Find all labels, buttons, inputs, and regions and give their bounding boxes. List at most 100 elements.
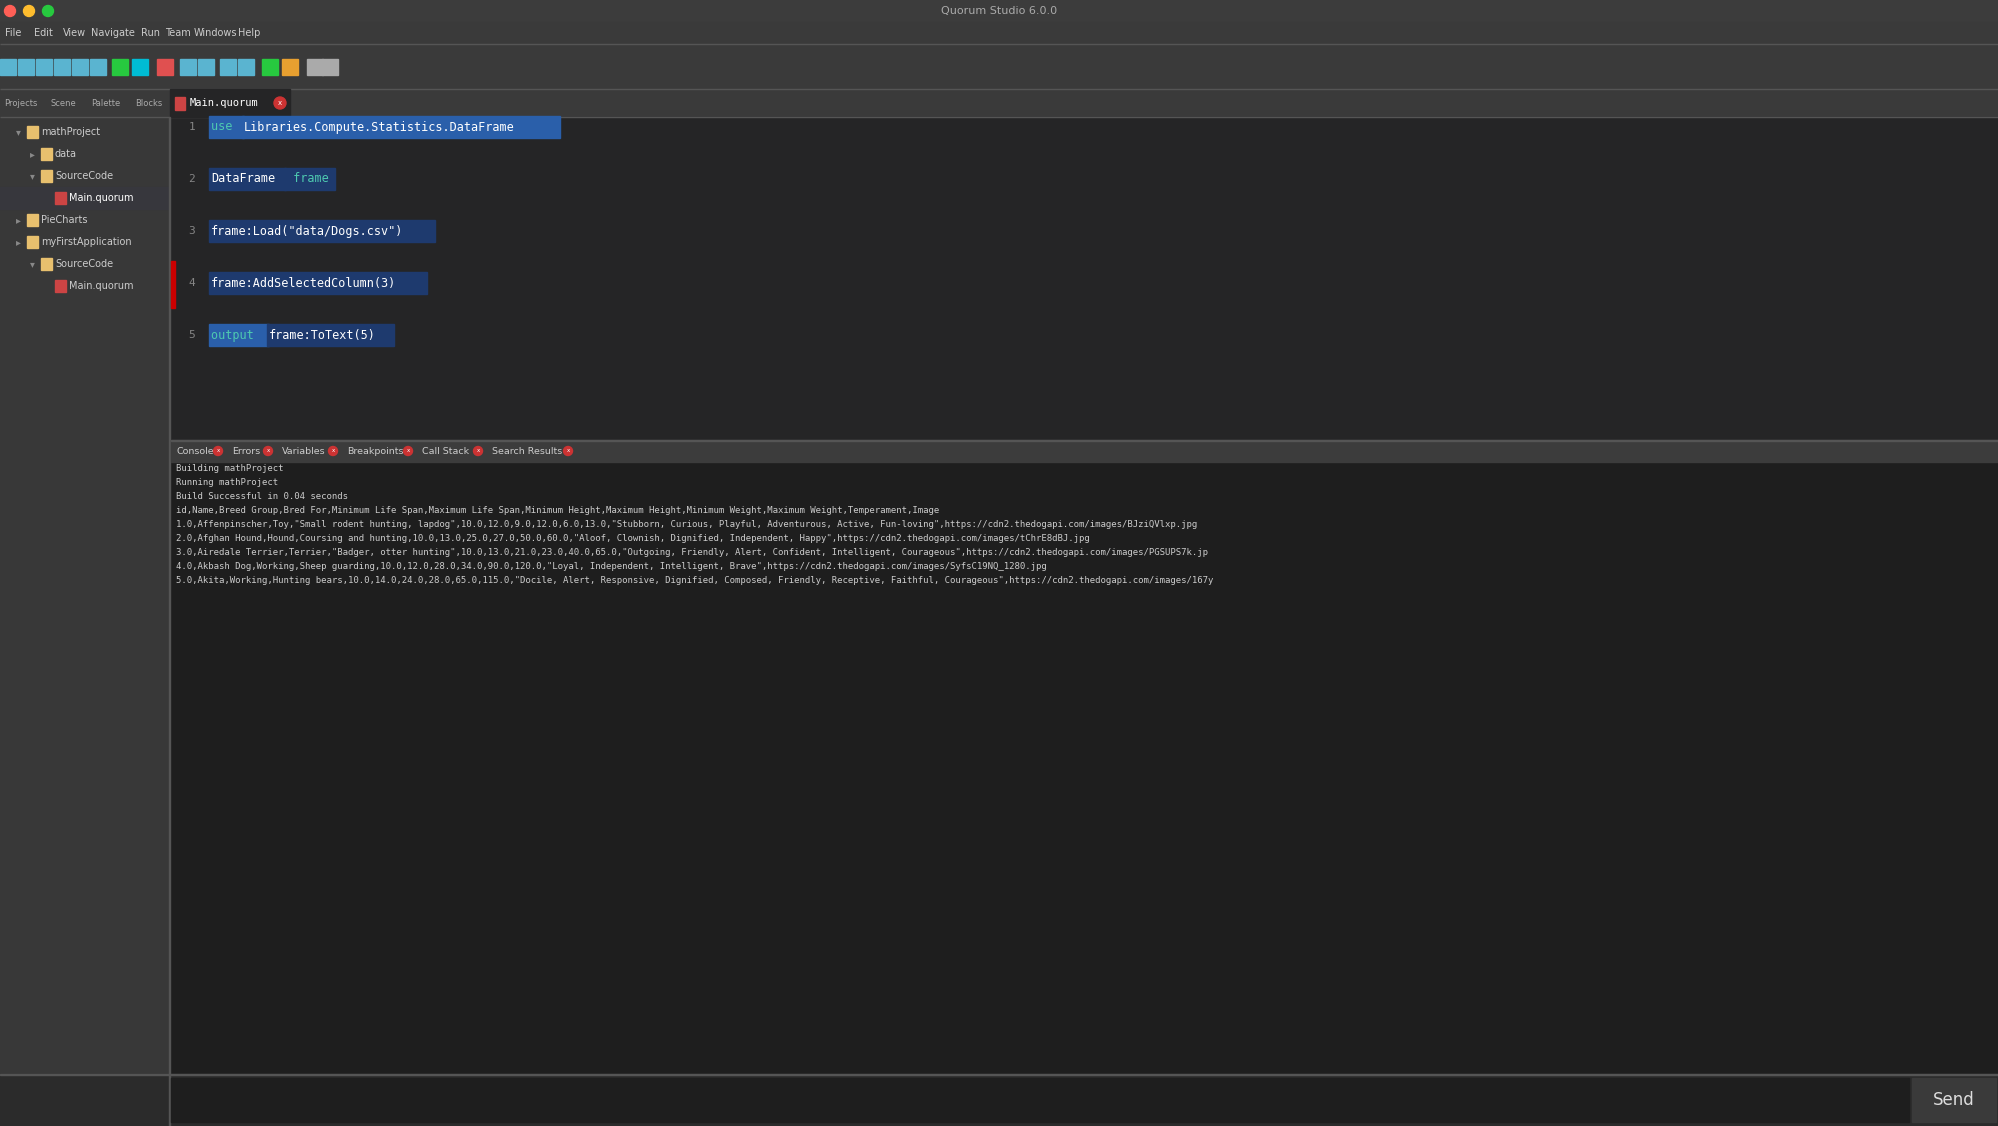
- Text: id,Name,Breed Group,Bred For,Minimum Life Span,Maximum Life Span,Minimum Height,: id,Name,Breed Group,Bred For,Minimum Lif…: [176, 506, 939, 515]
- Bar: [308, 59, 324, 74]
- Text: mathProject: mathProject: [42, 127, 100, 137]
- Text: data: data: [56, 150, 78, 160]
- Circle shape: [328, 447, 338, 456]
- Bar: [1910, 1078, 1994, 1121]
- Text: View: View: [62, 28, 86, 38]
- Bar: [268, 324, 394, 346]
- Circle shape: [42, 6, 54, 17]
- Text: 3.0,Airedale Terrier,Terrier,"Badger, otter hunting",10.0,13.0,21.0,23.0,40.0,65: 3.0,Airedale Terrier,Terrier,"Badger, ot…: [176, 548, 1207, 557]
- Text: Breakpoints: Breakpoints: [348, 447, 404, 456]
- Bar: [210, 272, 428, 294]
- Text: Main.quorum: Main.quorum: [70, 282, 134, 292]
- Text: Errors: Errors: [232, 447, 260, 456]
- Text: ▸: ▸: [16, 215, 20, 225]
- Bar: [18, 59, 34, 74]
- Text: x: x: [278, 100, 282, 106]
- Bar: [210, 168, 286, 190]
- Circle shape: [563, 447, 571, 456]
- Bar: [72, 59, 88, 74]
- Text: 5: 5: [188, 330, 196, 340]
- Text: Help: Help: [238, 28, 260, 38]
- Bar: [198, 59, 214, 74]
- Text: frame:ToText(5): frame:ToText(5): [270, 329, 376, 341]
- Text: myFirstApplication: myFirstApplication: [42, 238, 132, 248]
- Bar: [0, 117, 170, 1126]
- Text: ▾: ▾: [30, 171, 34, 181]
- Text: Edit: Edit: [34, 28, 52, 38]
- Text: SourceCode: SourceCode: [56, 259, 114, 269]
- Text: 2.0,Afghan Hound,Hound,Coursing and hunting,10.0,13.0,25.0,27.0,50.0,60.0,"Aloof: 2.0,Afghan Hound,Hound,Coursing and hunt…: [176, 534, 1089, 543]
- Bar: [42, 170, 52, 182]
- Text: Building mathProject: Building mathProject: [176, 464, 284, 473]
- Bar: [56, 193, 66, 205]
- Circle shape: [474, 447, 482, 456]
- Text: Windows: Windows: [194, 28, 238, 38]
- Text: Team: Team: [164, 28, 190, 38]
- Bar: [0, 59, 16, 74]
- Bar: [262, 59, 278, 74]
- Text: ▾: ▾: [16, 127, 20, 137]
- Bar: [238, 59, 254, 74]
- Text: output: output: [212, 329, 262, 341]
- Text: Run: Run: [142, 28, 160, 38]
- Circle shape: [4, 6, 16, 17]
- Text: x: x: [266, 448, 270, 454]
- Bar: [56, 280, 66, 293]
- Text: x: x: [476, 448, 480, 454]
- Bar: [0, 1074, 1998, 1126]
- Text: File: File: [6, 28, 22, 38]
- Bar: [210, 116, 244, 138]
- Bar: [172, 1078, 1908, 1121]
- Text: frame: frame: [286, 172, 328, 186]
- Bar: [172, 440, 1998, 462]
- Text: PieCharts: PieCharts: [42, 215, 88, 225]
- Bar: [0, 89, 1998, 117]
- Text: Console: Console: [178, 447, 214, 456]
- Text: x: x: [406, 448, 410, 454]
- Circle shape: [214, 447, 222, 456]
- Bar: [176, 97, 186, 110]
- Text: 1: 1: [188, 122, 196, 132]
- Bar: [132, 59, 148, 74]
- Text: x: x: [565, 448, 569, 454]
- Bar: [172, 117, 1998, 440]
- Text: ▾: ▾: [30, 259, 34, 269]
- Bar: [210, 324, 270, 346]
- Text: SourceCode: SourceCode: [56, 171, 114, 181]
- Text: ▸: ▸: [30, 150, 34, 160]
- Text: 4: 4: [188, 278, 196, 288]
- Text: frame:AddSelectedColumn(3): frame:AddSelectedColumn(3): [212, 277, 396, 289]
- Bar: [42, 258, 52, 270]
- Bar: [180, 59, 196, 74]
- Text: Palette: Palette: [92, 98, 120, 107]
- Bar: [0, 0, 1998, 23]
- Text: Projects: Projects: [4, 98, 38, 107]
- Text: Call Stack: Call Stack: [422, 447, 470, 456]
- Bar: [170, 89, 290, 117]
- Bar: [90, 59, 106, 74]
- Text: 2: 2: [188, 175, 196, 184]
- Bar: [54, 59, 70, 74]
- Bar: [0, 23, 1998, 44]
- Bar: [210, 220, 436, 242]
- Text: Main.quorum: Main.quorum: [70, 194, 134, 204]
- Bar: [322, 59, 338, 74]
- Bar: [284, 168, 336, 190]
- Text: Variables: Variables: [282, 447, 326, 456]
- Bar: [242, 116, 559, 138]
- Circle shape: [264, 447, 272, 456]
- Circle shape: [274, 97, 286, 109]
- Bar: [0, 44, 1998, 89]
- Text: 3: 3: [188, 226, 196, 236]
- Text: frame:Load("data/Dogs.csv"): frame:Load("data/Dogs.csv"): [212, 224, 404, 238]
- Text: Main.quorum: Main.quorum: [190, 98, 258, 108]
- Text: x: x: [216, 448, 220, 454]
- Text: DataFrame: DataFrame: [212, 172, 276, 186]
- Text: Build Successful in 0.04 seconds: Build Successful in 0.04 seconds: [176, 492, 348, 501]
- Bar: [36, 59, 52, 74]
- Text: Running mathProject: Running mathProject: [176, 479, 278, 488]
- Text: Scene: Scene: [50, 98, 76, 107]
- Bar: [158, 59, 174, 74]
- Bar: [172, 462, 1998, 1074]
- Bar: [220, 59, 236, 74]
